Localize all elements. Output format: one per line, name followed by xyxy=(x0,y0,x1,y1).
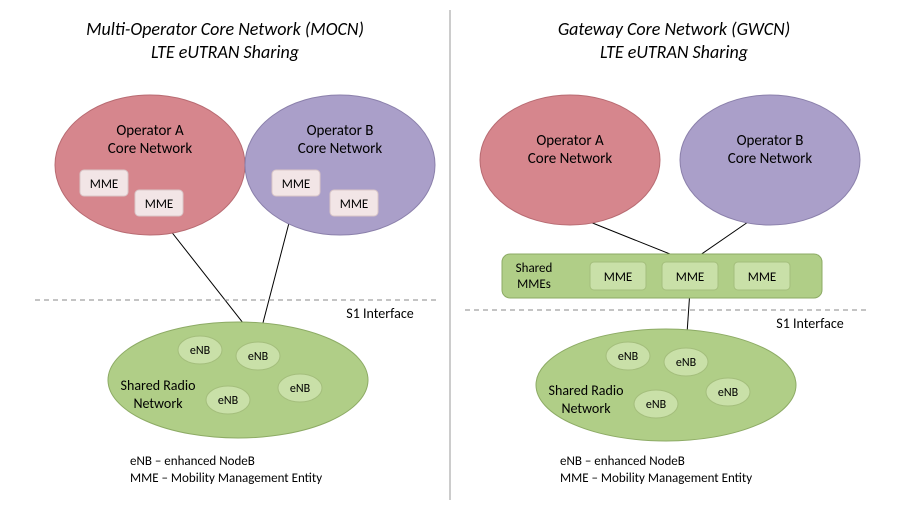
right-enb-label-1: eNB xyxy=(676,356,697,370)
left-enb-label-0: eNB xyxy=(190,344,211,358)
right-op-b-label1: Operator B xyxy=(737,132,804,150)
shared-mme-label-2: MME xyxy=(748,270,777,285)
right-s1-label: S1 Interface xyxy=(776,315,843,332)
right-enb-label-3: eNB xyxy=(718,386,739,400)
left-legend-1: eNB – enhanced NodeB xyxy=(130,454,255,469)
right-radio-label1: Shared Radio xyxy=(549,382,624,399)
right-enb-label-2: eNB xyxy=(646,398,667,412)
right-title-1: Gateway Core Network (GWCN) xyxy=(558,18,790,40)
left-title-2: LTE eUTRAN Sharing xyxy=(151,41,300,63)
left-op-a-mme-label-0: MME xyxy=(90,177,119,192)
shared-mme-label-0: MME xyxy=(604,270,633,285)
diagram-canvas: Multi-Operator Core Network (MOCN)LTE eU… xyxy=(0,0,900,510)
left-enb-label-1: eNB xyxy=(248,350,269,364)
right-op-a-label1: Operator A xyxy=(536,132,604,150)
shared-mme-label2: MMEs xyxy=(517,277,551,292)
left-enb-label-3: eNB xyxy=(290,382,311,396)
left-s1-label: S1 Interface xyxy=(346,305,413,322)
right-legend-1: eNB – enhanced NodeB xyxy=(560,454,685,469)
left-radio-label1: Shared Radio xyxy=(121,377,196,394)
left-enb-label-2: eNB xyxy=(218,394,239,408)
left-op-b-label2: Core Network xyxy=(298,140,383,158)
right-op-b-label2: Core Network xyxy=(728,150,813,168)
left-op-a-mme-label-1: MME xyxy=(145,197,174,212)
left-legend-2: MME – Mobility Management Entity xyxy=(130,471,322,486)
right-legend-2: MME – Mobility Management Entity xyxy=(560,471,752,486)
left-radio-label2: Network xyxy=(133,395,183,412)
shared-mme-label1: Shared xyxy=(516,261,553,276)
right-enb-label-0: eNB xyxy=(618,350,639,364)
right-op-a-label2: Core Network xyxy=(528,150,613,168)
left-op-a-label2: Core Network xyxy=(108,140,193,158)
left-op-b-mme-label-0: MME xyxy=(282,177,311,192)
left-op-b-mme-label-1: MME xyxy=(340,197,369,212)
shared-mme-label-1: MME xyxy=(676,270,705,285)
left-op-b-label1: Operator B xyxy=(307,122,374,140)
right-radio-label2: Network xyxy=(561,400,611,417)
left-title-1: Multi-Operator Core Network (MOCN) xyxy=(86,18,364,40)
left-op-a-label1: Operator A xyxy=(116,122,184,140)
right-title-2: LTE eUTRAN Sharing xyxy=(600,41,749,63)
